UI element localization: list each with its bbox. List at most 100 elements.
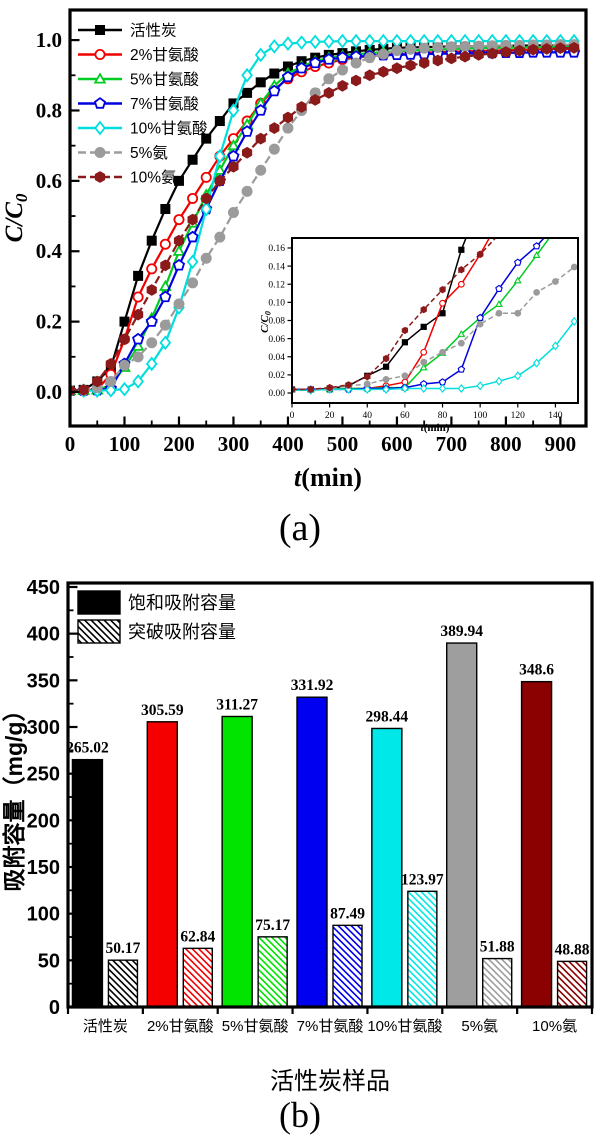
pentagon-marker [172, 258, 186, 271]
tick-label: 250 [27, 764, 60, 786]
plot-frame-b [66, 581, 594, 1009]
triangle-marker [158, 279, 172, 291]
tick-label: 100 [109, 432, 141, 456]
pentagon-marker [186, 230, 199, 243]
hexagon-marker [160, 259, 171, 272]
circle-marker [514, 309, 522, 317]
breakthrough-bar [556, 960, 588, 1008]
pentagon-marker [145, 315, 158, 327]
diamond-marker [551, 341, 560, 351]
pentagon-marker [93, 97, 107, 109]
square-marker [242, 87, 253, 98]
tick-label: 0.2 [36, 310, 62, 334]
inset-tick-label: 60 [400, 411, 410, 421]
legend-label: 7%甘氨酸 [130, 95, 199, 113]
axes-ticks-b: 0 50 100 150 200 250 300 350 400 450 [27, 577, 594, 1019]
circle-marker [159, 238, 171, 250]
diamond-marker [476, 381, 484, 391]
pentagon-marker [159, 290, 172, 303]
breakthrough-bar [182, 947, 213, 1008]
tick-label: 350 [27, 670, 60, 692]
legend-item-ammonia-10: 10%氨 [78, 169, 177, 187]
circle-marker [570, 263, 578, 271]
square-marker [201, 133, 212, 144]
saturation-bar [371, 727, 403, 1008]
diamond-marker [514, 371, 522, 381]
diamond-marker [295, 35, 308, 50]
legend-label: 活性炭 [130, 22, 177, 40]
circle-marker [146, 337, 158, 349]
saturation-bar [146, 721, 178, 1008]
legend-swatch-solid [77, 590, 121, 615]
pentagon-marker [514, 258, 522, 266]
bar-group-6: 348.6 48.88 [519, 662, 590, 1008]
hexagon-marker [487, 47, 498, 60]
plot-frame-a [68, 8, 588, 428]
circle-marker [418, 42, 430, 54]
square-marker [382, 363, 390, 370]
hexagon-marker [92, 375, 103, 388]
pentagon-marker [552, 222, 558, 228]
pentagon-marker [132, 332, 145, 345]
hexagon-marker [255, 132, 266, 145]
hexagon-marker [555, 42, 566, 55]
series-group-a [70, 33, 581, 399]
breakthrough-bar [107, 959, 139, 1008]
square-marker [515, 91, 521, 97]
circle-marker [534, 136, 540, 142]
circle-marker [445, 41, 457, 53]
x-axis-label-b: 活性炭样品 [270, 1068, 390, 1095]
diamond-marker [213, 148, 226, 164]
hexagon-marker [345, 381, 352, 389]
bar-value-label: 311.27 [216, 696, 258, 713]
bar-group-3: 331.92 87.49 [291, 677, 365, 1008]
saturation-bar [520, 680, 553, 1008]
circle-marker [187, 277, 199, 289]
tick-label: 900 [545, 432, 577, 456]
saturation-bar [446, 642, 478, 1008]
category-label: 活性炭 [83, 1018, 128, 1035]
diamond-marker [495, 376, 503, 386]
circle-marker [200, 171, 212, 183]
bar-value-label: 298.44 [366, 708, 409, 725]
pentagon-marker [309, 56, 322, 69]
diamond-marker [309, 34, 322, 50]
circle-marker [200, 252, 212, 264]
triangle-marker [227, 139, 240, 151]
square-marker [458, 246, 465, 253]
bar-value-label: 50.17 [105, 940, 140, 957]
hexagon-marker [269, 122, 280, 134]
tick-label: 500 [327, 432, 359, 456]
diamond-marker [254, 47, 267, 63]
legend-item-saturation: 饱和吸附容量 [77, 590, 236, 615]
legend-item-glycine-10: 10%甘氨酸 [78, 120, 208, 138]
bar-value-label: 62.84 [180, 928, 215, 945]
tick-label: 400 [27, 624, 60, 646]
circle-marker [227, 207, 239, 219]
legend-item-glycine-7: 7%甘氨酸 [78, 95, 199, 113]
hexagon-marker [364, 373, 371, 381]
triangle-marker [552, 227, 558, 232]
category-label: 7%甘氨酸 [297, 1018, 364, 1035]
diamond-marker [438, 383, 447, 394]
circle-marker [132, 291, 144, 303]
inset-series-line [292, 320, 575, 392]
diamond-marker [132, 374, 144, 389]
square-marker [146, 235, 157, 246]
inset-tick-label: 20 [325, 411, 335, 421]
legend-label: 2%甘氨酸 [130, 46, 199, 64]
inset-tick-label: 0.12 [268, 280, 285, 290]
bar-value-label: 389.94 [440, 623, 483, 640]
category-label: 5%氨 [461, 1018, 498, 1035]
hexagon-marker [439, 286, 446, 294]
hexagon-marker [515, 190, 521, 197]
hexagon-marker [296, 101, 307, 113]
diamond-marker [105, 382, 117, 398]
category-label: 10%氨 [532, 1018, 577, 1035]
circle-marker [496, 218, 502, 224]
breakthrough-bar [482, 957, 513, 1008]
hexagon-marker [420, 305, 427, 314]
inset-series-line [292, 238, 497, 391]
bar-group-0: 265.02 50.17 [66, 740, 141, 1008]
hexagon-marker [350, 74, 362, 87]
